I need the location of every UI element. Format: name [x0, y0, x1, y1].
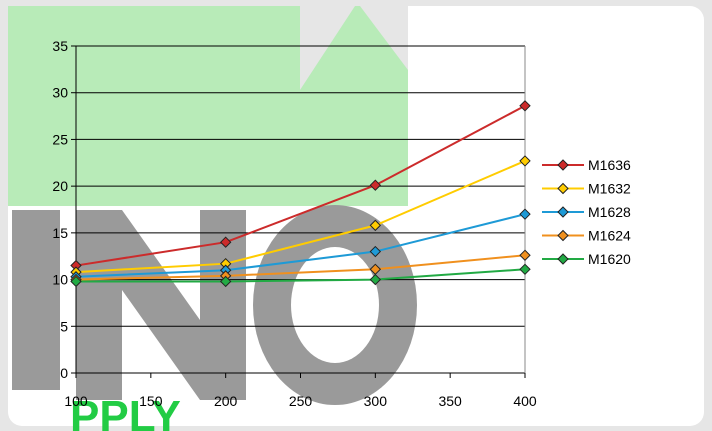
y-tick-label: 10 [52, 272, 68, 288]
data-point-marker [70, 275, 82, 288]
x-tick-label: 250 [289, 393, 313, 409]
data-point-marker [519, 100, 531, 112]
data-point-marker [369, 273, 382, 286]
series-line [75, 254, 526, 281]
series-M1636 [70, 100, 531, 272]
series-line [75, 104, 526, 267]
data-point-marker [519, 208, 531, 220]
series-M1632 [70, 155, 531, 278]
series-line [75, 159, 526, 274]
y-tick-label: 30 [52, 85, 68, 101]
legend: M1636 M1632 M1628 M1624 M1620 [542, 157, 631, 267]
x-tick-label: 200 [214, 393, 238, 409]
data-point-marker [369, 219, 382, 232]
legend-entry-label: M1628 [588, 204, 631, 220]
watermark-grey-o-hole [291, 247, 379, 363]
series-line [75, 213, 526, 278]
x-tick-label: 150 [139, 393, 163, 409]
data-point-marker [519, 263, 531, 276]
data-point-marker [519, 249, 531, 261]
x-tick-label: 300 [364, 393, 388, 409]
y-tick-label: 0 [60, 365, 68, 381]
watermark-green-notch [300, 6, 355, 90]
legend-swatch-marker [557, 182, 569, 195]
watermark-green-diagonal [360, 6, 408, 70]
watermark-small-text: PPLY [70, 392, 181, 431]
data-point-marker [369, 179, 382, 191]
legend-entry-label: M1636 [588, 157, 631, 173]
watermark-logo: PPLY [8, 6, 417, 431]
y-tick-label: 35 [52, 38, 68, 54]
x-tick-label: 400 [513, 393, 537, 409]
legend-swatch-marker [557, 229, 569, 242]
watermark-grey-n [12, 210, 60, 390]
y-tick-label: 20 [52, 178, 68, 194]
legend-entry-label: M1620 [588, 251, 631, 267]
y-tick-labels: 0 5 10 15 20 25 30 35 [52, 38, 68, 381]
series-M1620 [70, 263, 531, 288]
x-tick-labels: 100 150 200 250 300 350 400 [64, 393, 537, 409]
y-tick-label: 25 [52, 131, 68, 147]
x-tick-label: 100 [64, 393, 88, 409]
legend-swatch-marker [557, 253, 569, 265]
series-line [76, 268, 526, 283]
legend-swatch-marker [557, 159, 569, 171]
data-point-marker [219, 275, 232, 288]
series-lines [70, 100, 531, 288]
watermark-grey-n-body [76, 210, 246, 400]
x-tick-label: 350 [438, 393, 462, 409]
data-point-marker [369, 245, 382, 258]
y-tick-label: 5 [60, 318, 68, 334]
data-point-marker [519, 155, 531, 167]
watermark-green-block [8, 6, 408, 206]
legend-swatch-marker [557, 206, 569, 218]
y-tick-label: 15 [52, 225, 68, 241]
data-point-marker [219, 236, 232, 248]
legend-entry-label: M1624 [588, 228, 631, 244]
legend-entry-label: M1632 [588, 181, 631, 197]
